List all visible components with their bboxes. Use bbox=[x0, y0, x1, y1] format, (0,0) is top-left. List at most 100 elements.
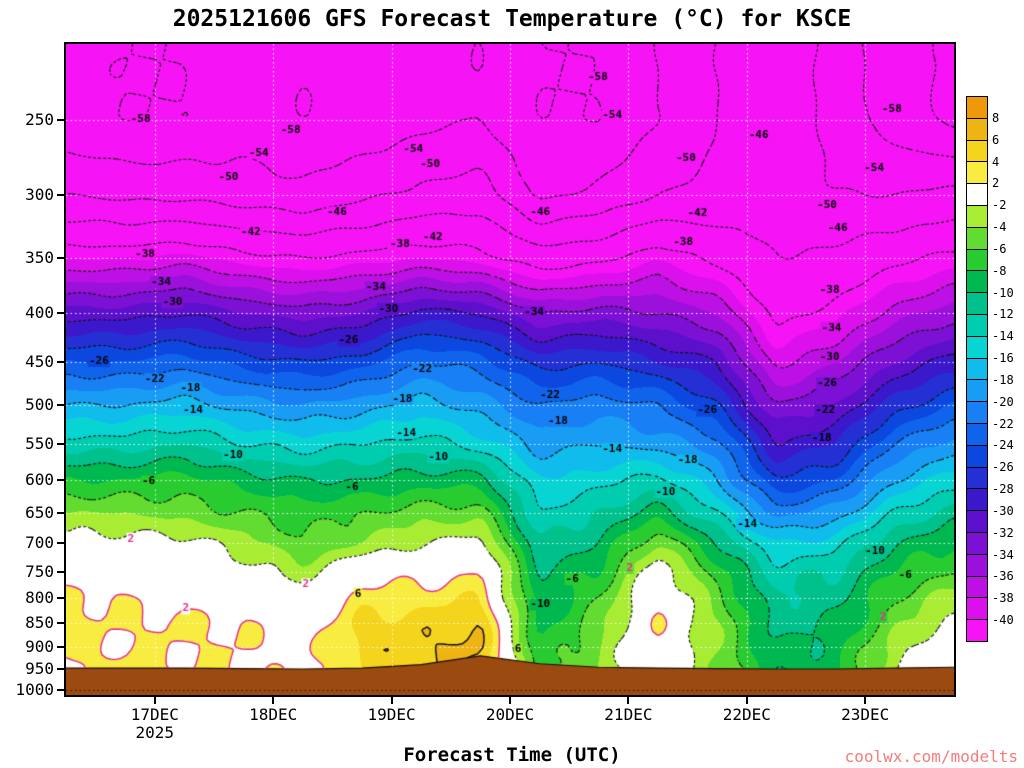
colorbar-swatch bbox=[967, 575, 987, 598]
colorbar-label: -38 bbox=[992, 591, 1014, 606]
colorbar-swatch bbox=[967, 619, 987, 641]
colorbar-swatch bbox=[967, 313, 987, 336]
colorbar-swatch bbox=[967, 117, 987, 140]
colorbar-label: -10 bbox=[992, 285, 1014, 300]
colorbar-label: -16 bbox=[992, 351, 1014, 366]
y-tick-mark bbox=[57, 511, 64, 514]
colorbar-label: -2 bbox=[992, 198, 1007, 213]
colorbar-label: -40 bbox=[992, 613, 1014, 628]
y-tick-label: 250 bbox=[25, 109, 54, 129]
chart-title: 2025121606 GFS Forecast Temperature (°C)… bbox=[172, 6, 852, 32]
colorbar-label: -18 bbox=[992, 372, 1014, 387]
colorbar-label: -26 bbox=[992, 460, 1014, 475]
y-tick-label: 700 bbox=[25, 533, 54, 553]
colorbar-swatch bbox=[967, 97, 987, 118]
colorbar-label: 6 bbox=[992, 132, 1000, 147]
y-tick-mark bbox=[57, 193, 64, 196]
x-axis-year-label: 2025 bbox=[135, 723, 175, 742]
y-tick-label: 650 bbox=[25, 502, 54, 522]
x-tick-mark bbox=[745, 697, 748, 704]
x-tick-label: 17DEC bbox=[130, 705, 179, 724]
watermark: coolwx.com/modelts bbox=[844, 747, 1018, 766]
x-tick-mark bbox=[864, 697, 867, 704]
x-tick-label: 18DEC bbox=[249, 705, 298, 724]
x-tick-mark bbox=[509, 697, 511, 704]
y-tick-mark bbox=[57, 360, 64, 363]
y-tick-mark bbox=[57, 312, 64, 315]
x-tick-mark bbox=[153, 697, 156, 704]
colorbar-label: -32 bbox=[992, 525, 1014, 540]
colorbar-label: -28 bbox=[992, 482, 1014, 497]
colorbar-swatch bbox=[967, 292, 987, 314]
colorbar-label: 8 bbox=[992, 110, 1000, 125]
temperature-field-canvas bbox=[64, 42, 956, 697]
y-tick-mark bbox=[57, 689, 64, 692]
colorbar-label: -12 bbox=[992, 307, 1014, 322]
colorbar-swatch bbox=[967, 488, 987, 511]
y-tick-label: 350 bbox=[25, 248, 54, 268]
colorbar-label: -36 bbox=[992, 569, 1014, 584]
colorbar-swatch bbox=[967, 444, 987, 467]
colorbar-label: -30 bbox=[992, 503, 1014, 518]
y-tick-mark bbox=[57, 443, 64, 446]
y-tick-mark bbox=[57, 542, 64, 545]
colorbar-label: 2 bbox=[992, 176, 1000, 191]
colorbar-swatch bbox=[967, 226, 987, 249]
y-tick-mark bbox=[57, 478, 64, 481]
y-tick-mark bbox=[57, 570, 64, 573]
colorbar-swatch bbox=[967, 531, 987, 554]
colorbar-label: -8 bbox=[992, 263, 1007, 278]
y-tick-label: 600 bbox=[25, 469, 54, 489]
colorbar-swatch bbox=[967, 401, 987, 423]
colorbar-swatch bbox=[967, 161, 987, 184]
colorbar-swatch bbox=[967, 597, 987, 620]
x-axis-title: Forecast Time (UTC) bbox=[403, 744, 621, 766]
colorbar-swatch bbox=[967, 139, 987, 162]
colorbar-label: -4 bbox=[992, 220, 1007, 235]
y-tick-label: 300 bbox=[25, 184, 54, 204]
colorbar-swatch bbox=[967, 335, 987, 358]
y-tick-label: 550 bbox=[25, 434, 54, 454]
x-tick-label: 23DEC bbox=[841, 705, 890, 724]
y-tick-label: 900 bbox=[25, 636, 54, 656]
colorbar-label: -22 bbox=[992, 416, 1014, 431]
colorbar-swatch bbox=[967, 422, 987, 445]
colorbar-swatch bbox=[967, 466, 987, 489]
x-tick-mark bbox=[272, 697, 275, 704]
x-tick-label: 19DEC bbox=[367, 705, 416, 724]
colorbar-label: -6 bbox=[992, 241, 1007, 256]
y-tick-mark bbox=[57, 118, 64, 121]
x-tick-label: 21DEC bbox=[604, 705, 653, 724]
colorbar-label: -24 bbox=[992, 438, 1014, 453]
y-tick-label: 450 bbox=[25, 351, 54, 371]
y-tick-label: 850 bbox=[25, 613, 54, 633]
colorbar-swatch bbox=[967, 183, 987, 205]
x-tick-label: 22DEC bbox=[722, 705, 771, 724]
y-tick-mark bbox=[57, 645, 64, 648]
y-tick-label: 1000 bbox=[15, 680, 54, 700]
y-tick-mark bbox=[57, 257, 64, 260]
x-tick-mark bbox=[390, 697, 393, 704]
colorbar-swatch bbox=[967, 553, 987, 576]
y-tick-mark bbox=[57, 667, 64, 670]
colorbar-swatch bbox=[967, 204, 987, 227]
y-tick-label: 400 bbox=[25, 303, 54, 323]
y-tick-label: 800 bbox=[25, 588, 54, 608]
colorbar-swatch bbox=[967, 270, 987, 293]
y-tick-label: 950 bbox=[25, 658, 54, 678]
y-tick-label: 500 bbox=[25, 394, 54, 414]
colorbar-label: -20 bbox=[992, 394, 1014, 409]
colorbar-swatch bbox=[967, 248, 987, 271]
colorbar-swatch bbox=[967, 510, 987, 532]
y-tick-mark bbox=[57, 403, 64, 406]
colorbar-label: -34 bbox=[992, 547, 1014, 562]
y-tick-label: 750 bbox=[25, 561, 54, 581]
y-tick-mark bbox=[57, 622, 64, 625]
colorbar-swatch bbox=[967, 379, 987, 402]
colorbar-label: -14 bbox=[992, 329, 1014, 344]
y-tick-mark bbox=[57, 597, 64, 600]
colorbar-swatch bbox=[967, 357, 987, 380]
x-tick-mark bbox=[627, 697, 630, 704]
colorbar-label: 4 bbox=[992, 154, 1000, 169]
